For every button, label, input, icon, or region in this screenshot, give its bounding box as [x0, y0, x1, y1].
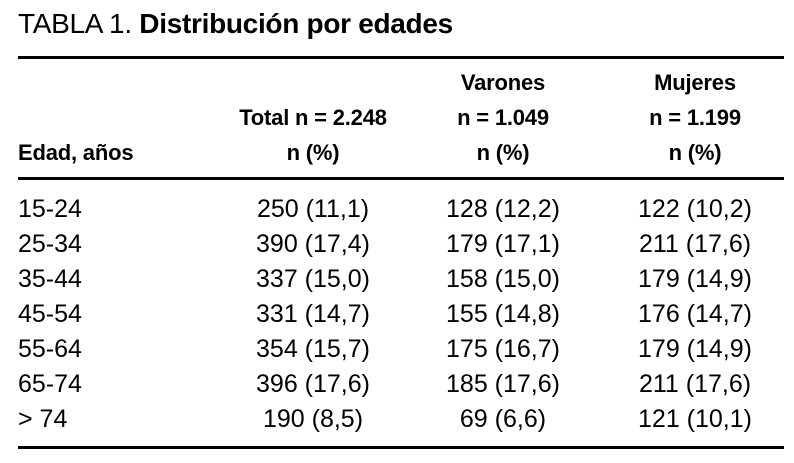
table-title: TABLA 1. Distribución por edades [18, 0, 784, 39]
cell-edad: 65-74 [18, 370, 82, 398]
cell-varones: 175 (16,7) [446, 335, 560, 363]
cell-varones: 158 (15,0) [446, 265, 560, 293]
cell-mujeres: 122 (10,2) [638, 195, 752, 223]
cell-edad: 55-64 [18, 335, 82, 363]
cell-mujeres: 176 (14,7) [638, 300, 752, 328]
table-row: 15-24 250 (11,1) 128 (12,2) 122 (10,2) [18, 179, 784, 228]
cell-mujeres: 121 (10,1) [638, 405, 752, 433]
header-line: Varones [460, 70, 546, 95]
cell-mujeres: 179 (14,9) [638, 335, 752, 363]
cell-varones: 179 (17,1) [446, 230, 560, 258]
table-row: 35-44 337 (15,0) 158 (15,0) 179 (14,9) [18, 262, 784, 297]
table-header: Edad, años Total n = 2.248 n (%) Varones… [18, 57, 784, 180]
cell-varones: 128 (12,2) [446, 195, 560, 223]
cell-mujeres: 211 (17,6) [638, 370, 752, 398]
header-line: n (%) [668, 140, 722, 165]
column-header-total: Total n = 2.248 n (%) [226, 57, 400, 180]
header-line: n = 1.049 [457, 105, 549, 130]
table-row: 45-54 331 (14,7) 155 (14,8) 176 (14,7) [18, 297, 784, 332]
cell-varones: 155 (14,8) [446, 300, 560, 328]
cell-edad: 25-34 [18, 230, 82, 258]
header-line: n (%) [476, 140, 530, 165]
table-row: 55-64 354 (15,7) 175 (16,7) 179 (14,9) [18, 332, 784, 367]
table-figure: TABLA 1. Distribución por edades Edad, a… [18, 0, 784, 449]
cell-edad: 35-44 [18, 265, 82, 293]
cell-total: 337 (15,0) [256, 265, 370, 293]
column-header-edad: Edad, años [18, 57, 226, 180]
table-row: 65-74 396 (17,6) 185 (17,6) 211 (17,6) [18, 367, 784, 402]
cell-total: 396 (17,6) [256, 370, 370, 398]
table-body: 15-24 250 (11,1) 128 (12,2) 122 (10,2) 2… [18, 179, 784, 448]
cell-mujeres: 211 (17,6) [638, 230, 752, 258]
header-line: n (%) [286, 140, 340, 165]
cell-varones: 185 (17,6) [446, 370, 560, 398]
cell-edad: 15-24 [18, 195, 82, 223]
cell-edad: 45-54 [18, 300, 82, 328]
column-header-varones: Varones n = 1.049 n (%) [400, 57, 606, 180]
cell-mujeres: 179 (14,9) [638, 265, 752, 293]
table-row: > 74 190 (8,5) 69 (6,6) 121 (10,1) [18, 402, 784, 448]
column-header-mujeres: Mujeres n = 1.199 n (%) [606, 57, 784, 180]
cell-total: 390 (17,4) [256, 230, 370, 258]
table-number-label: TABLA 1. [18, 8, 132, 39]
header-line: n = 1.199 [649, 105, 741, 130]
cell-total: 190 (8,5) [262, 405, 364, 433]
cell-total: 331 (14,7) [256, 300, 370, 328]
header-line: Edad, años [18, 140, 134, 165]
table-row: 25-34 390 (17,4) 179 (17,1) 211 (17,6) [18, 227, 784, 262]
cell-total: 354 (15,7) [256, 335, 370, 363]
age-distribution-table: Edad, años Total n = 2.248 n (%) Varones… [18, 56, 784, 449]
header-line: Mujeres [654, 70, 736, 95]
cell-total: 250 (11,1) [256, 195, 370, 223]
cell-edad: > 74 [18, 405, 68, 433]
cell-varones: 69 (6,6) [459, 405, 547, 433]
table-title-text: Distribución por edades [139, 8, 453, 39]
header-line: Total n = 2.248 [239, 105, 387, 130]
